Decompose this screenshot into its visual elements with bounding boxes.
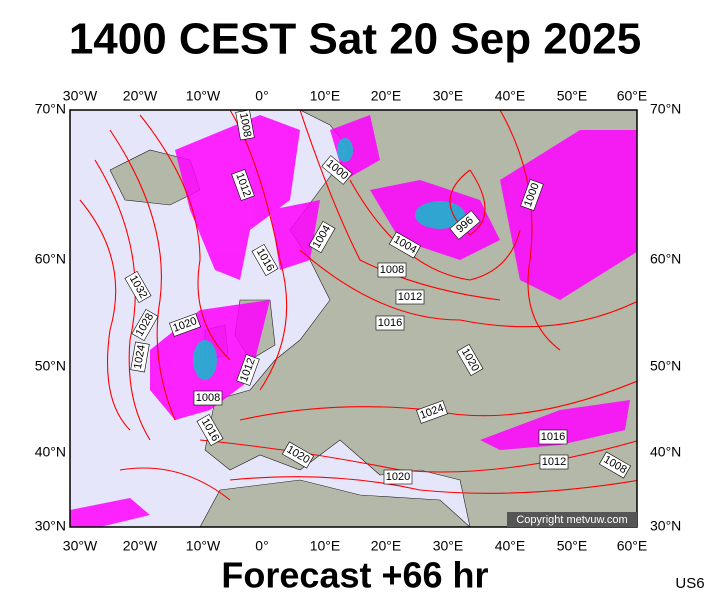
isobar-label: 1024 — [130, 341, 150, 373]
isobar-label: 1020 — [169, 313, 201, 337]
lon-label-top: 40°E — [495, 88, 526, 104]
lat-label-left: 40°N — [35, 444, 66, 460]
isobar-label-box — [281, 441, 315, 469]
copyright: Copyright metvuw.com — [516, 514, 627, 526]
lon-label-bottom: 20°W — [123, 538, 158, 554]
map-frame — [69, 109, 638, 528]
lon-label-bottom: 10°E — [310, 538, 341, 554]
isobar-label-text: 1008 — [237, 112, 253, 138]
lat-label-left: 70°N — [35, 101, 66, 117]
isobar-label: 1000 — [520, 179, 544, 211]
lat-label-right: 40°N — [650, 444, 681, 460]
isobar-label-text: 1020 — [386, 471, 410, 483]
title: 1400 CEST Sat 20 Sep 2025 — [69, 15, 641, 64]
isobar-label-box — [598, 451, 632, 479]
lat-label-left: 30°N — [35, 518, 66, 534]
isobar-label-text: 1016 — [378, 317, 402, 329]
lat-label-right: 60°N — [650, 251, 681, 267]
lat-label-left: 50°N — [35, 358, 66, 374]
isobar-label-box — [375, 315, 405, 331]
isobar-label-box — [395, 289, 425, 305]
lat-label-left: 60°N — [35, 251, 66, 267]
isobar-label-box — [456, 343, 484, 377]
isobar-label-box — [169, 313, 201, 337]
lon-label-top: 30°W — [63, 88, 98, 104]
isobar-label: 1016 — [375, 315, 405, 331]
isobar-label-box — [538, 429, 568, 445]
isobar-label-box — [124, 270, 152, 304]
lon-label-top: 20°E — [371, 88, 402, 104]
isobar-label-box — [308, 220, 336, 254]
lon-label-bottom: 30°E — [433, 538, 464, 554]
lon-label-top: 0° — [255, 88, 268, 104]
isobar-label-box — [235, 109, 255, 141]
lon-label-bottom: 30°W — [63, 538, 98, 554]
lat-label-right: 50°N — [650, 358, 681, 374]
isobar-label-box — [193, 390, 223, 406]
isobar-label-box — [539, 454, 569, 470]
isobar-label: 1024 — [416, 400, 448, 424]
isobar-label: 1012 — [539, 454, 569, 470]
isobar-label: 1008 — [377, 262, 407, 278]
isobar-label-box — [377, 262, 407, 278]
isobar-label-box — [251, 243, 279, 277]
isobar-label: 1008 — [235, 109, 255, 141]
lon-label-top: 60°E — [617, 88, 648, 104]
isobar-label-text: 1016 — [541, 431, 565, 443]
copyright-box — [507, 512, 637, 527]
isobar-label-box — [321, 155, 353, 185]
forecast-label: Forecast +66 hr — [221, 555, 488, 596]
lat-label-right: 30°N — [650, 518, 681, 534]
lon-label-top: 50°E — [557, 88, 588, 104]
isobar-label-box — [520, 179, 544, 211]
lon-label-bottom: 50°E — [557, 538, 588, 554]
isobar-label-text: 1024 — [132, 344, 148, 370]
isobar-label: 1016 — [538, 429, 568, 445]
lon-label-top: 30°E — [433, 88, 464, 104]
isobar-label: 1012 — [395, 289, 425, 305]
lon-label-bottom: 10°W — [186, 538, 221, 554]
isobar-label-box — [449, 210, 481, 240]
lon-label-bottom: 20°E — [371, 538, 402, 554]
isobar-label-box — [236, 354, 260, 386]
isobar-label: 1020 — [383, 469, 413, 485]
isobar-label: 1012 — [236, 354, 260, 386]
isobar-label: 1012 — [231, 169, 255, 201]
lon-label-bottom: 0° — [255, 538, 268, 554]
isobar-label-text: 1012 — [398, 291, 422, 303]
lon-label-bottom: 60°E — [617, 538, 648, 554]
isobar-label-text: 1008 — [380, 264, 404, 276]
isobar-label-box — [131, 308, 159, 342]
lon-label-top: 10°E — [310, 88, 341, 104]
lat-label-right: 70°N — [650, 101, 681, 117]
isobar-label-box — [196, 413, 224, 447]
isobar-label-box — [383, 469, 413, 485]
isobar-label-box — [416, 400, 448, 424]
isobar-label-box — [388, 231, 422, 259]
lon-label-top: 10°W — [186, 88, 221, 104]
isobar-label-box — [231, 169, 255, 201]
model-label: US6 — [675, 575, 704, 592]
lon-label-bottom: 40°E — [495, 538, 526, 554]
lon-label-top: 20°W — [123, 88, 158, 104]
isobar-label-box — [130, 341, 150, 373]
isobar-label-text: 1008 — [196, 392, 220, 404]
isobar-label-text: 1012 — [542, 456, 566, 468]
isobar-label: 1008 — [193, 390, 223, 406]
